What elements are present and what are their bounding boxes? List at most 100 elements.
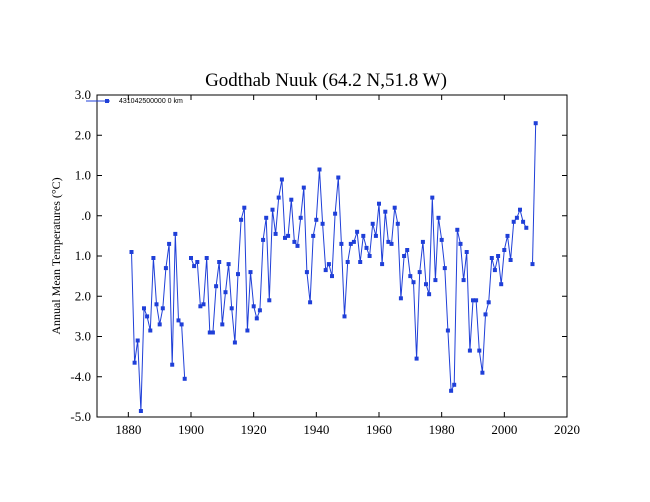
data-point	[142, 306, 146, 311]
data-point	[461, 278, 466, 283]
data-point	[295, 243, 300, 248]
data-point	[182, 376, 187, 381]
data-point	[358, 260, 363, 264]
data-point	[420, 239, 425, 244]
data-point	[167, 241, 172, 246]
x-tick-label: 2020	[554, 422, 580, 437]
data-point	[508, 258, 513, 262]
data-point	[232, 340, 237, 345]
data-point	[163, 266, 168, 271]
data-point	[502, 248, 507, 252]
data-point	[336, 175, 341, 180]
y-axis-label: Annual Mean Temperatures (°C)	[49, 177, 63, 334]
data-point	[210, 330, 215, 335]
chart-title: Godthab Nuuk (64.2 N,51.8 W)	[205, 70, 447, 91]
data-point	[458, 241, 463, 246]
x-tick-label: 1880	[115, 422, 141, 437]
data-point	[264, 215, 269, 220]
data-point	[499, 282, 504, 287]
data-point	[326, 262, 331, 267]
data-point	[511, 219, 516, 224]
x-tick-label: 1980	[429, 422, 455, 437]
y-tick-label: 3.0	[75, 329, 91, 344]
data-point	[467, 348, 472, 353]
y-tick-label: 2.0	[75, 288, 91, 303]
data-point	[160, 306, 165, 311]
data-point	[436, 215, 441, 220]
data-point	[505, 233, 510, 238]
data-point	[348, 241, 353, 246]
data-point	[129, 250, 134, 254]
data-point	[154, 302, 159, 307]
data-point	[480, 370, 485, 375]
data-point	[367, 254, 372, 258]
data-point	[286, 233, 291, 238]
data-point	[524, 225, 529, 230]
data-point	[254, 316, 259, 321]
data-point	[273, 231, 278, 236]
x-tick-label: 1920	[241, 422, 267, 437]
data-point	[355, 229, 360, 234]
data-point	[311, 233, 316, 238]
data-point	[217, 260, 222, 264]
data-point	[424, 282, 428, 287]
data-point	[445, 328, 450, 333]
data-point	[132, 360, 137, 365]
data-point	[442, 266, 447, 271]
data-point	[276, 195, 281, 200]
data-point	[383, 209, 388, 214]
y-tick-label: 2.0	[75, 127, 91, 142]
data-point	[389, 241, 394, 246]
data-point	[439, 237, 444, 242]
x-tick-label: 2000	[491, 422, 517, 437]
axis-ticks: 1880 1900 1920 1940 1960 1980 2000 2020 3.0 2.0 1.…	[70, 87, 580, 437]
data-point	[373, 233, 378, 238]
data-point	[239, 217, 244, 222]
data-point	[236, 272, 240, 277]
data-point	[308, 300, 313, 305]
data-point	[304, 270, 309, 275]
series-layer	[129, 121, 538, 413]
x-tick-label: 1940	[303, 422, 329, 437]
data-point	[408, 274, 413, 279]
data-point	[323, 268, 328, 273]
data-point	[449, 388, 454, 393]
data-point	[521, 219, 526, 224]
data-point	[386, 239, 391, 244]
data-point	[223, 290, 228, 295]
data-point	[486, 300, 491, 305]
data-point	[370, 221, 375, 226]
data-point	[298, 215, 303, 220]
legend-marker	[105, 99, 109, 103]
data-point	[251, 304, 256, 309]
data-point	[351, 239, 356, 244]
data-point	[414, 356, 419, 361]
data-point	[477, 348, 482, 353]
series-line	[532, 123, 537, 265]
data-point	[530, 262, 535, 267]
data-point	[533, 121, 538, 126]
data-point	[248, 270, 253, 275]
data-point	[430, 195, 435, 200]
data-point	[301, 185, 306, 190]
data-point	[267, 298, 272, 303]
data-point	[151, 256, 156, 260]
data-point	[361, 233, 366, 238]
y-tick-label: 3.0	[75, 87, 91, 102]
x-tick-label: 1900	[178, 422, 204, 437]
data-point	[145, 314, 150, 319]
data-point	[433, 278, 438, 283]
data-point	[189, 256, 193, 260]
data-point	[204, 256, 209, 260]
data-point	[192, 264, 197, 269]
data-point	[496, 254, 501, 258]
data-point	[395, 221, 400, 226]
data-point	[220, 322, 225, 327]
data-point	[398, 296, 403, 301]
data-point	[483, 312, 488, 317]
data-point	[242, 205, 247, 210]
data-point	[257, 308, 262, 313]
data-point	[270, 207, 275, 212]
data-point	[474, 298, 479, 303]
data-point	[411, 280, 416, 285]
